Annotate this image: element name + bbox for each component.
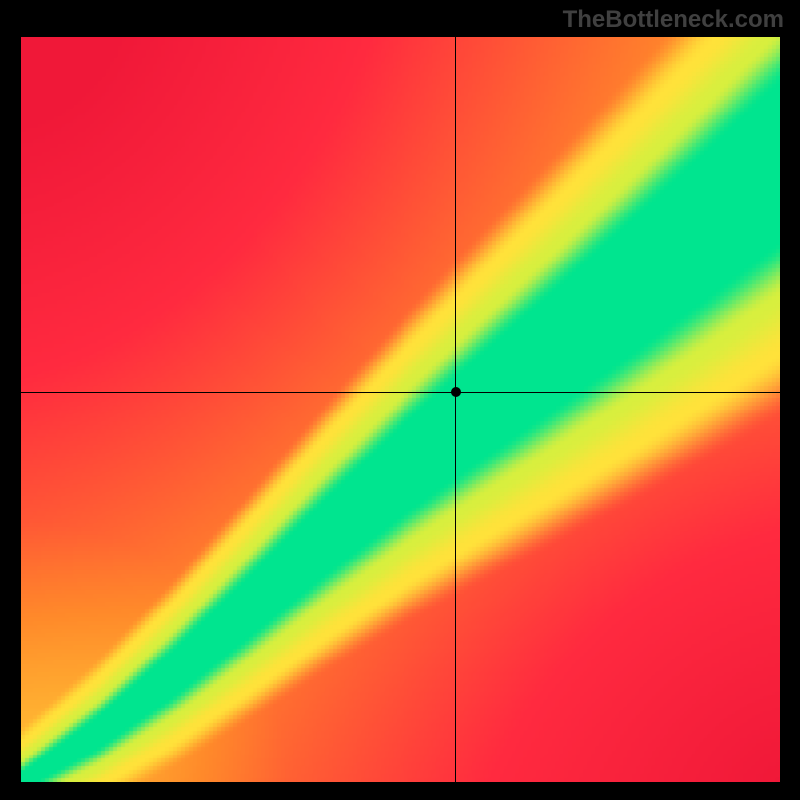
crosshair-vertical — [455, 37, 456, 782]
chart-container: TheBottleneck.com — [0, 0, 800, 800]
watermark-text: TheBottleneck.com — [563, 6, 784, 34]
crosshair-horizontal — [21, 392, 780, 393]
bottleneck-heatmap — [21, 37, 780, 782]
